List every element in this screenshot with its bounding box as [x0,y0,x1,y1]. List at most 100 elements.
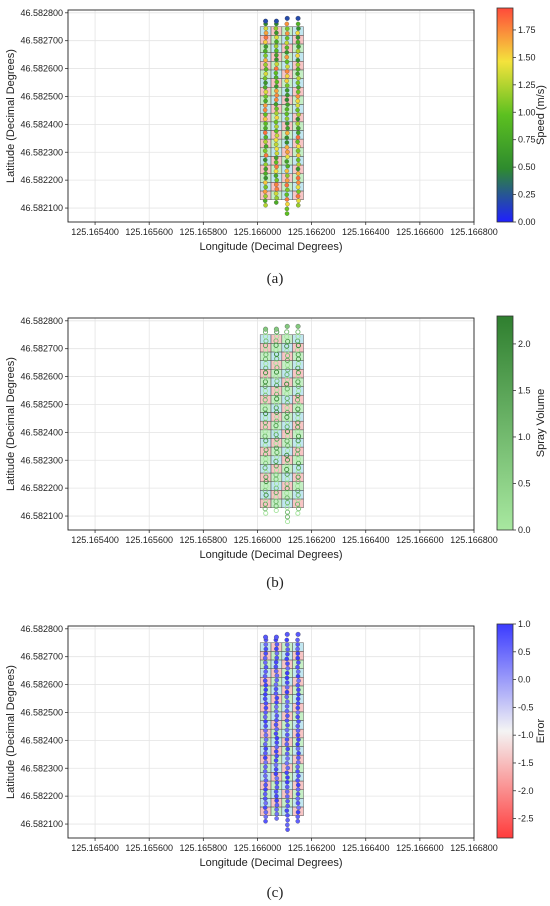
track-point [262,76,268,81]
track-point [295,673,301,679]
track-point [284,656,290,662]
grid-cell [292,386,304,396]
track-point [284,178,290,183]
track-point [263,175,269,181]
track-point [274,151,280,156]
colorbar-tick-label: 0.5 [518,478,531,488]
track-point [284,107,290,112]
track-point [274,110,279,116]
chart-panel-1: 125.165400 125.165600 125.165800 125.166000… [5,7,547,287]
turn-point [263,18,269,24]
grid-cell [281,343,293,353]
track-point [263,121,268,126]
x-tick-label: 125.166400 [342,535,390,545]
colorbar-tick-label: 1.0 [518,619,531,629]
y-tick-label: 46.582400 [20,735,63,745]
track-point [263,447,269,453]
track-point [295,39,301,45]
track-point [295,651,301,656]
x-tick-label: 125.166000 [234,843,282,853]
y-tick-label: 46.582800 [20,316,63,326]
chart-panel-3: 125.165400 125.165600 125.165800 125.166000… [5,619,547,901]
track-point [295,696,301,702]
turn-point [263,326,269,332]
y-tick-label: 46.582600 [20,680,63,690]
track-point [285,443,291,449]
track-point [284,462,290,468]
track-point [295,791,301,797]
track-point [263,764,268,770]
axes-frame [67,317,475,531]
y-axis-label: Latitude (Decimal Degrees) [5,665,17,799]
track-point [296,125,301,131]
y-tick-label: 46.582500 [20,91,63,101]
track-point [295,116,301,122]
x-tick-label: 125.165400 [71,227,119,237]
track-point [285,419,291,425]
colorbar-tick-label: 1.00 [518,107,536,117]
track-point [296,85,301,90]
track-point [274,79,280,85]
y-tick-label: 46.582100 [20,819,63,829]
track-point [295,669,301,674]
colorbar-label: Error [535,718,547,743]
track-point [262,769,268,774]
track-point [295,175,301,181]
grid-cell [281,490,293,500]
track-point [295,741,300,747]
track-point [284,727,290,733]
track-point [274,365,280,371]
x-axis-label: Longitude (Decimal Degrees) [199,549,342,561]
colorbar-tick-label: 1.0 [518,432,531,442]
track-point [273,155,279,161]
track-point [295,796,301,801]
track-point [274,740,279,745]
track-point [284,386,290,392]
track-point [274,186,280,192]
track-point [262,714,268,720]
turn-point [284,631,290,637]
track-point [273,668,279,674]
track-point [273,682,279,687]
track-point [284,111,290,117]
y-tick-label: 46.582600 [20,372,63,382]
track-point [295,769,300,774]
track-point [273,660,279,665]
colorbar-label: Spray Volume [535,389,547,457]
track-point [296,162,301,167]
track-point [274,97,279,103]
x-axis-label: Longitude (Decimal Degrees) [199,857,342,869]
track-point [295,655,300,661]
track-point [263,760,268,765]
track-point [262,85,268,90]
track-point [285,154,290,159]
axes-frame [67,9,475,223]
track-point [284,159,289,164]
track-point [263,80,268,86]
axes-frame [67,625,475,839]
track-point [284,737,290,742]
track-point [285,102,290,107]
x-tick-label: 125.166000 [234,227,282,237]
track-point [296,189,301,194]
track-point [263,741,268,747]
track-point [284,410,290,416]
track-point [284,400,290,406]
track-point [273,66,279,71]
track-point [274,811,280,817]
track-point [263,660,268,665]
track-point [296,719,301,724]
track-point [263,139,268,145]
x-tick-label: 125.165800 [180,535,228,545]
track-point [274,713,280,719]
grid-cell [270,464,283,474]
track-point [285,130,290,136]
track-point [284,519,291,525]
colorbar-tick-label: -1.5 [518,758,534,768]
colorbar [496,623,514,839]
track-point [263,751,268,756]
track-point [295,203,301,208]
track-point [284,348,290,354]
x-axis-label: Longitude (Decimal Degrees) [199,241,342,253]
track-point [263,62,268,67]
